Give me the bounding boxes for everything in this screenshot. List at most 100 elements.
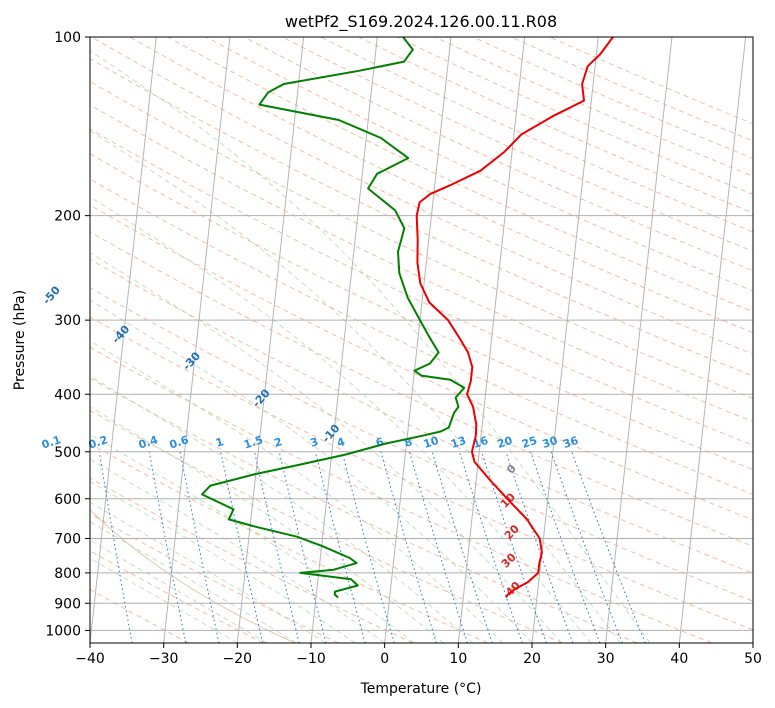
mixing-ratio-line <box>380 451 437 643</box>
mixing-ratio-label: 3 <box>309 435 320 450</box>
x-tick-label: 20 <box>523 651 541 667</box>
dry-adiabat-label: -50 <box>40 283 63 307</box>
moist-adiabat-line <box>90 252 562 643</box>
dry-adiabat-line <box>90 57 753 377</box>
y-tick-label: 600 <box>54 492 81 508</box>
moist-adiabat-line <box>90 501 326 643</box>
x-tick-label: 10 <box>449 651 467 667</box>
background-lines <box>90 37 753 643</box>
mixing-ratio-label: 25 <box>520 434 539 451</box>
moist-adiabat-line <box>90 433 415 643</box>
isotherm-line <box>90 37 157 643</box>
mixing-ratio-label: 8 <box>403 435 414 450</box>
dry-adiabat-line <box>90 287 753 602</box>
dry-adiabat-line <box>90 153 753 471</box>
moist-adiabat-line <box>90 458 385 643</box>
x-tick-label: −20 <box>223 651 253 667</box>
mixing-ratio-line <box>431 451 493 643</box>
moist-adiabat-label: 20 <box>502 522 522 542</box>
mixing-ratio-line <box>505 451 574 643</box>
moist-adiabat-line <box>90 480 356 643</box>
mixing-ratio-line <box>315 451 366 643</box>
dry-adiabat-label: -30 <box>180 349 203 373</box>
mixing-ratio-line <box>278 451 327 643</box>
mixing-ratio-label: 30 <box>541 434 560 451</box>
mixing-ratio-label: 0.6 <box>168 433 191 451</box>
dry-adiabat-line <box>167 37 753 313</box>
y-axis-ticks: 1000 900 800 700 600 500 400 300 200 100 <box>45 30 90 639</box>
mixing-ratio-label: 1.5 <box>242 433 265 451</box>
x-tick-label: −10 <box>296 651 326 667</box>
mixing-ratio-label: 36 <box>561 434 580 451</box>
mixing-ratio-label: 13 <box>449 434 468 451</box>
isotherm-line <box>605 37 673 643</box>
dry-adiabat-line <box>90 550 264 643</box>
isotherm-line <box>236 37 305 643</box>
mixing-ratio-line <box>254 451 300 643</box>
mixing-ratio-label: 0.1 <box>40 433 63 451</box>
moist-adiabat-line <box>90 196 592 643</box>
profile-lines <box>201 37 614 599</box>
isotherm-line <box>531 37 599 643</box>
dry-adiabat-label: -40 <box>109 322 132 346</box>
dry-adiabat-line <box>91 37 753 355</box>
x-tick-label: 40 <box>670 651 688 667</box>
isotherm-line <box>310 37 378 643</box>
mixing-ratio-line <box>530 451 601 643</box>
mixing-ratio-label: 6 <box>374 435 386 450</box>
dry-adiabat-line <box>90 204 753 521</box>
x-axis-ticks: −40 −30 −20 −10 0 10 20 30 40 50 <box>75 643 762 667</box>
dry-adiabat-line <box>320 37 753 233</box>
dry-adiabat-line <box>90 178 753 495</box>
y-tick-label: 100 <box>54 30 81 46</box>
mixing-ratio-label: 1 <box>214 435 225 450</box>
chart-title: wetPf2_S169.2024.126.00.11.R08 <box>285 12 557 32</box>
mixing-ratio-line <box>341 451 395 643</box>
isotherm-line <box>384 37 452 643</box>
mixing-ratio-line <box>98 451 133 643</box>
mixing-ratio-label: 2 <box>273 435 284 450</box>
mixing-ratio-label: 0.2 <box>87 433 110 451</box>
y-tick-label: 300 <box>54 313 81 329</box>
x-axis-title: Temperature (°C) <box>360 681 482 697</box>
dry-adiabat-line <box>90 443 488 643</box>
mixing-ratio-line <box>571 451 646 643</box>
isotherm-line <box>163 37 231 643</box>
curved-reference-line <box>90 508 296 643</box>
dewpoint-profile-line <box>201 37 466 599</box>
y-tick-label: 400 <box>54 387 81 403</box>
moist-adiabat-label: 30 <box>499 550 519 570</box>
moist-adiabat-line <box>90 539 268 643</box>
y-axis-title: Pressure (hPa) <box>12 290 28 390</box>
mixing-ratio-label: 4 <box>335 435 347 450</box>
x-tick-label: 30 <box>597 651 615 667</box>
mixing-ratio-label: 0.4 <box>137 433 160 451</box>
isotherm-line <box>752 638 753 643</box>
y-tick-label: 500 <box>54 445 81 461</box>
mixing-ratio-line <box>550 451 623 643</box>
x-tick-label: 0 <box>380 651 389 667</box>
dry-adiabat-line <box>90 316 753 631</box>
mixing-ratio-line <box>409 451 468 643</box>
isotherm-line <box>457 37 526 643</box>
temperature-profile-line <box>415 37 614 599</box>
dry-adiabat-line <box>90 104 753 423</box>
isotherm-line <box>678 37 747 643</box>
dry-adiabat-line <box>90 80 753 400</box>
y-tick-label: 1000 <box>45 623 81 639</box>
dry-adiabat-line <box>472 37 753 159</box>
x-tick-label: 50 <box>744 651 762 667</box>
y-tick-label: 200 <box>54 209 81 225</box>
y-tick-label: 800 <box>54 566 81 582</box>
moist-adiabat-line <box>90 375 474 643</box>
y-tick-label: 900 <box>54 596 81 612</box>
dry-adiabat-label: -20 <box>250 386 273 410</box>
x-tick-label: −30 <box>149 651 179 667</box>
isoline-labels: 0.10.20.40.611.52346810131620253036-100-… <box>40 283 580 599</box>
mixing-ratio-label: 10 <box>422 434 441 451</box>
dry-adiabat-line <box>434 37 753 177</box>
mixing-ratio-label: 20 <box>495 434 514 451</box>
dry-adiabat-line <box>90 346 712 643</box>
x-tick-label: −40 <box>75 651 105 667</box>
